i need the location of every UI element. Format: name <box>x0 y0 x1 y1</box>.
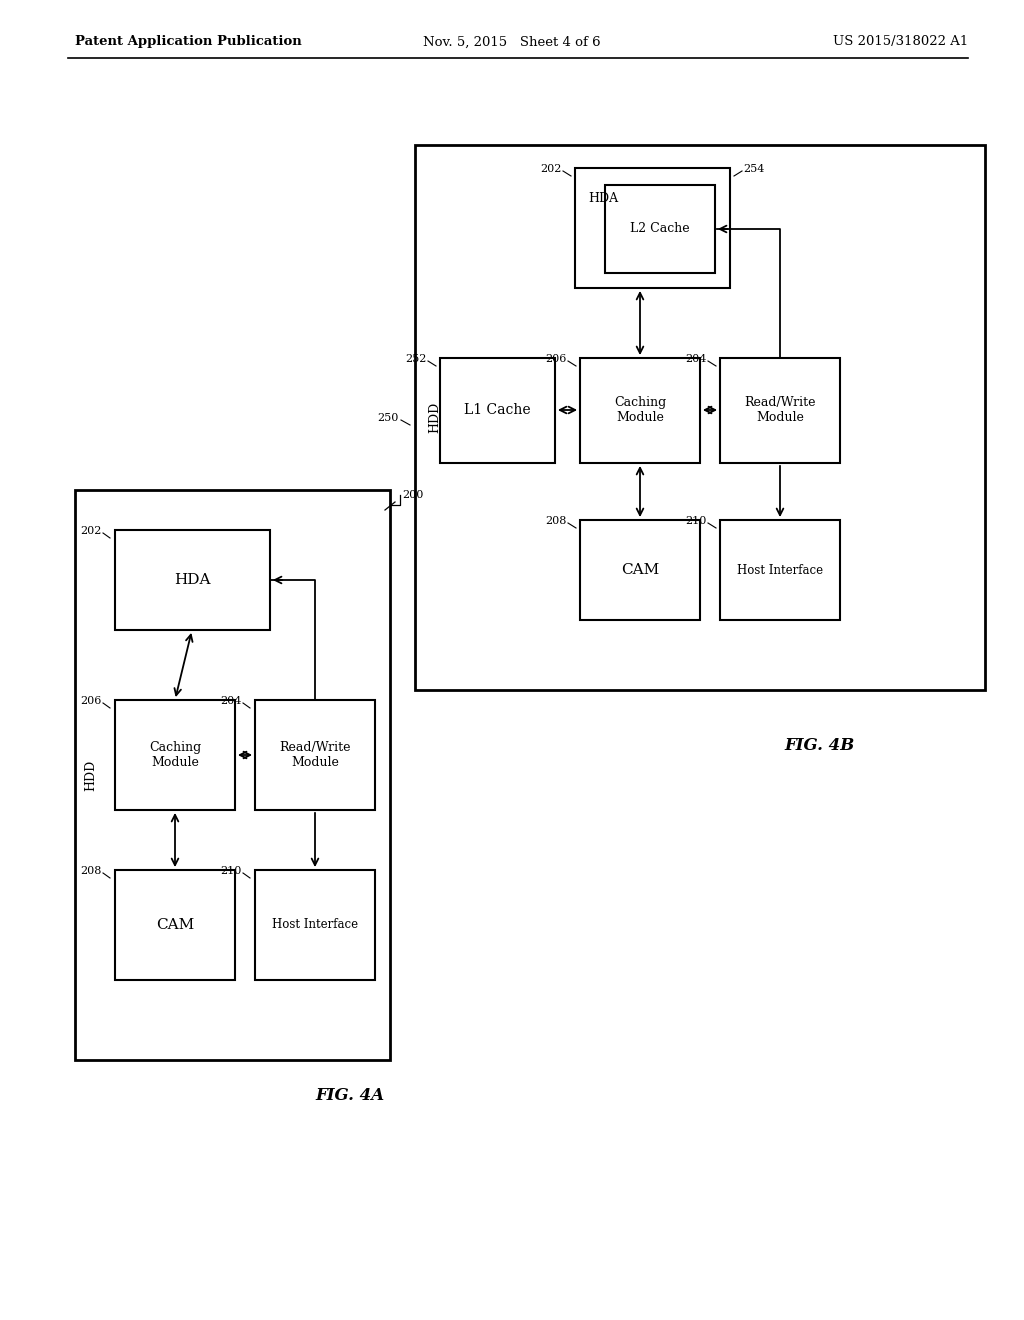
Text: HDD: HDD <box>85 759 97 791</box>
Bar <box>605 185 715 273</box>
Text: HDD: HDD <box>428 401 441 433</box>
Bar <box>255 870 375 979</box>
Bar <box>580 358 700 463</box>
Text: CAM: CAM <box>156 917 195 932</box>
Text: Caching
Module: Caching Module <box>613 396 667 424</box>
Bar <box>115 531 270 630</box>
Text: Host Interface: Host Interface <box>737 564 823 577</box>
Text: L1 Cache: L1 Cache <box>464 403 530 417</box>
Text: 208: 208 <box>546 516 567 525</box>
Bar <box>115 870 234 979</box>
Text: 252: 252 <box>406 354 427 364</box>
Text: 250: 250 <box>378 413 399 422</box>
Bar <box>255 700 375 810</box>
Bar <box>75 490 390 1060</box>
Bar <box>115 700 234 810</box>
Text: Read/Write
Module: Read/Write Module <box>744 396 816 424</box>
Text: 210: 210 <box>220 866 242 876</box>
Text: 204: 204 <box>220 696 242 706</box>
Text: 202: 202 <box>81 525 102 536</box>
Text: Read/Write
Module: Read/Write Module <box>280 741 351 770</box>
Text: FIG. 4A: FIG. 4A <box>315 1086 385 1104</box>
Text: 206: 206 <box>81 696 102 706</box>
Text: L2 Cache: L2 Cache <box>630 223 690 235</box>
Text: Patent Application Publication: Patent Application Publication <box>75 36 302 49</box>
Bar <box>575 168 730 288</box>
Text: 254: 254 <box>743 164 764 174</box>
Text: US 2015/318022 A1: US 2015/318022 A1 <box>833 36 968 49</box>
Bar <box>720 358 840 463</box>
Bar <box>580 520 700 620</box>
Text: Host Interface: Host Interface <box>272 919 358 932</box>
Text: 202: 202 <box>541 164 562 174</box>
Bar <box>720 520 840 620</box>
Text: CAM: CAM <box>621 564 659 577</box>
Text: 208: 208 <box>81 866 102 876</box>
Text: 206: 206 <box>546 354 567 364</box>
Text: FIG. 4B: FIG. 4B <box>784 737 855 754</box>
Text: Nov. 5, 2015   Sheet 4 of 6: Nov. 5, 2015 Sheet 4 of 6 <box>423 36 601 49</box>
Text: Caching
Module: Caching Module <box>148 741 201 770</box>
Bar <box>440 358 555 463</box>
Bar <box>415 145 985 690</box>
Text: HDA: HDA <box>174 573 210 587</box>
Text: 204: 204 <box>686 354 707 364</box>
Text: 200: 200 <box>402 490 423 500</box>
Text: 210: 210 <box>686 516 707 525</box>
Text: HDA: HDA <box>588 191 618 205</box>
